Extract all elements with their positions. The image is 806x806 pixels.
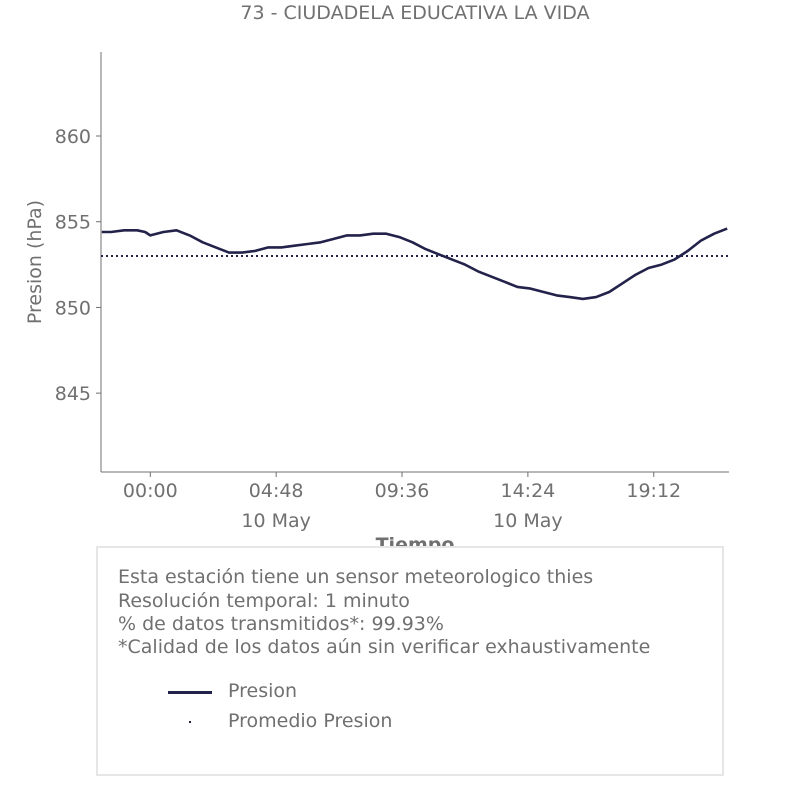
info-line-sensor: Esta estación tiene un sensor meteorolog… xyxy=(118,566,594,588)
y-axis-label: Presion (hPa) xyxy=(24,200,46,324)
info-box: Esta estación tiene un sensor meteorolog… xyxy=(96,546,724,776)
y-tick-label: 845 xyxy=(55,383,91,405)
y-tick-label: 850 xyxy=(55,297,91,319)
x-tick-label: 00:00 xyxy=(123,480,178,502)
chart-title: 73 - CIUDADELA EDUCATIVA LA VIDA xyxy=(240,2,590,24)
x-tick-label: 09:36 xyxy=(375,480,430,502)
y-tick-label: 860 xyxy=(55,126,91,148)
x-tick-label: 19:12 xyxy=(626,480,681,502)
legend-dot-swatch xyxy=(189,721,191,723)
x-tick-date-label: 10 May xyxy=(493,510,563,532)
legend-label: Presion xyxy=(228,680,298,702)
series-line-presion xyxy=(101,227,728,301)
legend-label: Promedio Presion xyxy=(228,710,393,732)
axes xyxy=(100,52,729,473)
tick-marks: 845 850 855 860 00:00 04:48 10 May 09:36 14:24 10… xyxy=(55,126,681,532)
x-tick-date-label: 10 May xyxy=(241,510,311,532)
info-line-transmitted: % de datos transmitidos*: 99.93% xyxy=(118,613,444,635)
x-tick-label: 14:24 xyxy=(500,480,555,502)
legend-line-swatch xyxy=(168,691,212,694)
info-line-resolution: Resolución temporal: 1 minuto xyxy=(118,590,410,612)
x-tick-label: 04:48 xyxy=(249,480,304,502)
info-line-quality: *Calidad de los datos aún sin verificar … xyxy=(118,636,651,658)
series-group xyxy=(101,227,729,301)
y-tick-label: 855 xyxy=(55,212,91,234)
